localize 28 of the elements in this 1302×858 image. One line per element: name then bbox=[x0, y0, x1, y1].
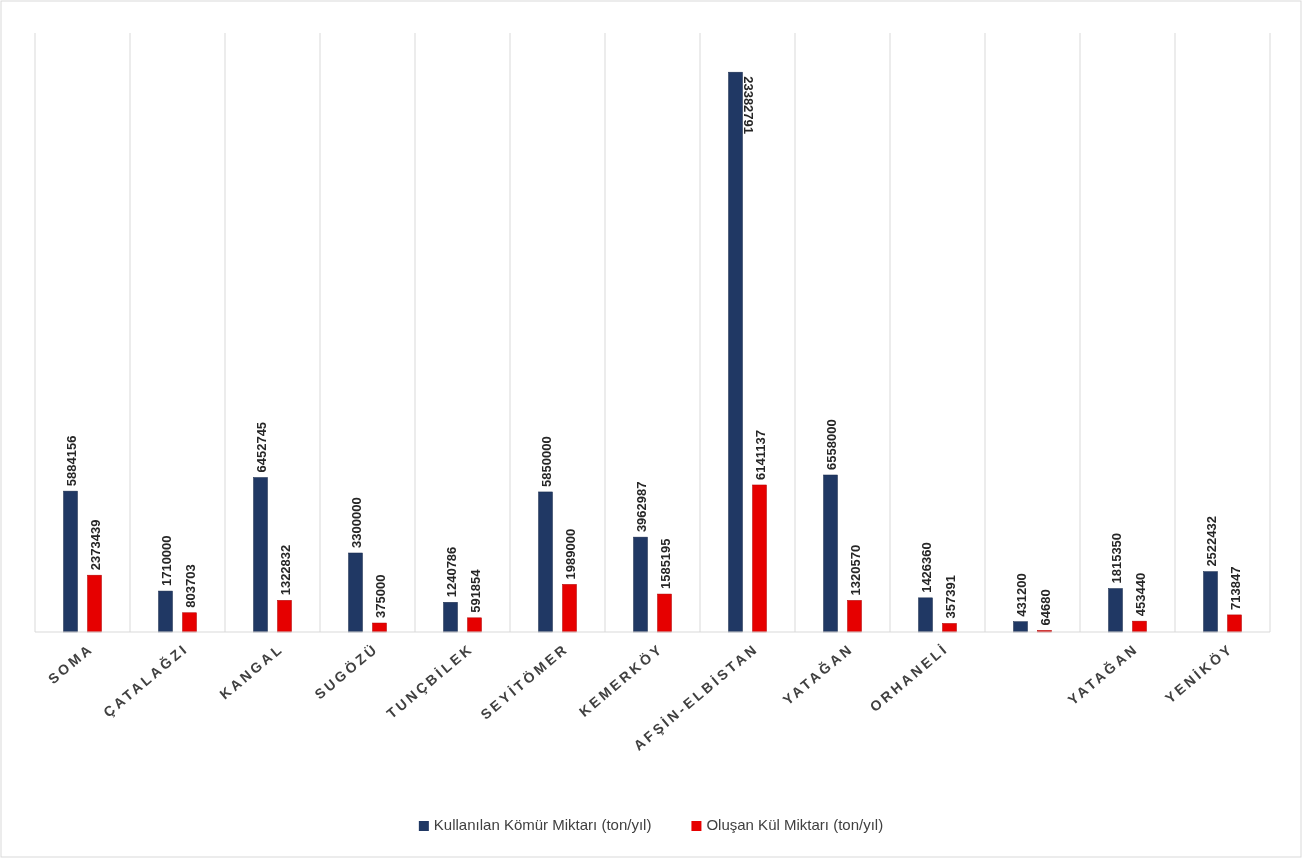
data-label: 375000 bbox=[372, 574, 388, 619]
data-label: 5884156 bbox=[63, 435, 79, 487]
data-label: 1320570 bbox=[847, 544, 863, 596]
data-label: 6452745 bbox=[253, 421, 269, 473]
data-label: 453440 bbox=[1132, 572, 1148, 617]
data-label: 6141137 bbox=[752, 430, 768, 480]
data-label: 5850000 bbox=[538, 436, 554, 487]
data-label: 1710000 bbox=[158, 535, 174, 587]
legend-label: Oluşan Kül Miktarı (ton/yıl) bbox=[706, 816, 884, 833]
data-label: 1322832 bbox=[277, 544, 293, 596]
data-label: 3300000 bbox=[348, 497, 364, 548]
data-label: 1815350 bbox=[1108, 532, 1124, 584]
data-label: 431200 bbox=[1013, 573, 1029, 617]
data-label: 3962987 bbox=[633, 481, 649, 533]
data-label: 591854 bbox=[467, 568, 483, 613]
data-label: 1989000 bbox=[562, 528, 578, 580]
data-label: 1585195 bbox=[657, 538, 673, 590]
data-label: 713847 bbox=[1227, 566, 1243, 610]
data-label: 6558000 bbox=[823, 419, 839, 470]
data-label: 1426360 bbox=[918, 542, 934, 593]
data-label: 2373439 bbox=[87, 519, 103, 571]
data-label: 23382791 bbox=[740, 76, 756, 135]
data-label: 1240786 bbox=[443, 546, 459, 598]
data-label: 64680 bbox=[1037, 589, 1053, 626]
data-label: 803703 bbox=[182, 564, 198, 608]
data-label: 357391 bbox=[942, 575, 958, 619]
data-label: 2522432 bbox=[1203, 515, 1219, 567]
legend-label: Kullanılan Kömür Miktarı (ton/yıl) bbox=[433, 816, 652, 833]
